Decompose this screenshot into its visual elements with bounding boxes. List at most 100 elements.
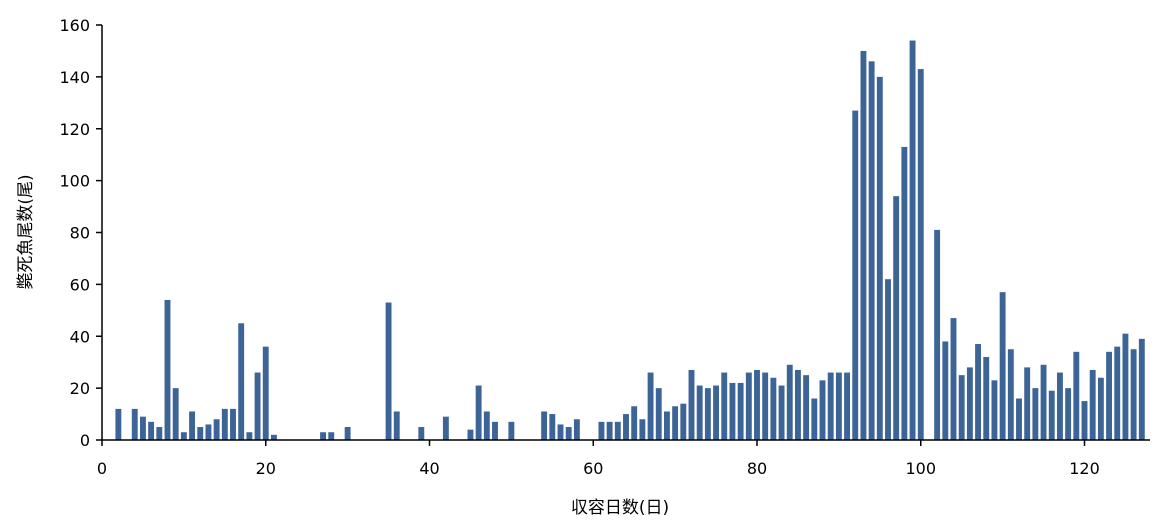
y-tick-label: 80 — [70, 224, 90, 243]
bar — [1040, 364, 1047, 440]
y-axis-title: 斃死魚尾数(尾) — [16, 174, 36, 289]
x-tick-label: 40 — [419, 459, 439, 478]
bar — [197, 427, 204, 440]
bar — [778, 385, 785, 440]
bar — [238, 323, 245, 440]
bar — [442, 416, 449, 440]
bar — [385, 302, 392, 440]
bar — [885, 279, 891, 440]
axes-group: 0 20 40 60 80 100 120 140 160 0 20 40 60 80 100 120 — [59, 16, 1150, 478]
bar — [950, 318, 957, 440]
bar — [1016, 398, 1022, 440]
bar — [811, 398, 818, 440]
x-tick-label: 20 — [256, 459, 276, 478]
bar — [975, 344, 982, 440]
bar — [230, 408, 236, 441]
bar — [1073, 351, 1080, 440]
bar — [737, 382, 744, 440]
x-tick-label: 60 — [583, 459, 603, 478]
y-tick-label: 140 — [59, 68, 90, 87]
bar — [794, 369, 801, 440]
bar — [1138, 338, 1145, 440]
bar — [1024, 367, 1031, 441]
bar — [557, 424, 564, 440]
bar — [966, 367, 973, 441]
bar — [999, 292, 1006, 440]
bar — [655, 388, 662, 441]
bar — [934, 229, 941, 440]
y-tick-label: 0 — [80, 431, 90, 450]
bar — [205, 424, 212, 440]
bar — [393, 411, 400, 440]
bar — [942, 341, 949, 440]
bar — [1130, 349, 1137, 440]
bar — [606, 421, 613, 440]
bar — [917, 69, 924, 440]
bar — [852, 110, 859, 440]
bar — [729, 382, 736, 440]
bar — [721, 372, 728, 440]
bar — [483, 411, 490, 440]
bar — [663, 411, 670, 440]
bar — [1089, 369, 1096, 440]
bar — [762, 372, 769, 440]
bar — [614, 421, 621, 440]
bar — [549, 414, 556, 440]
bar — [991, 380, 998, 440]
bar — [598, 421, 605, 440]
bar — [844, 372, 851, 440]
bar — [246, 432, 253, 440]
bar — [573, 419, 580, 440]
y-tick-label: 100 — [59, 172, 90, 191]
y-tick-label: 40 — [70, 327, 90, 346]
bar — [672, 406, 679, 440]
bar — [492, 421, 498, 440]
bar — [254, 372, 261, 440]
bar — [139, 416, 146, 440]
bars-group — [115, 40, 1145, 441]
bar — [1048, 390, 1055, 440]
bar — [745, 372, 752, 440]
y-tick-label: 60 — [70, 275, 90, 294]
y-tick-label: 160 — [59, 16, 90, 35]
bar — [901, 146, 908, 440]
bar — [647, 372, 654, 440]
bar — [623, 414, 629, 440]
bar — [958, 375, 965, 440]
bar — [639, 419, 646, 440]
bar — [680, 403, 687, 440]
bar — [475, 385, 482, 440]
x-tick-label: 120 — [1069, 459, 1100, 478]
bar — [508, 421, 515, 440]
x-tick-label: 80 — [747, 459, 767, 478]
bar — [688, 369, 695, 440]
bar — [876, 76, 883, 441]
bar — [328, 432, 335, 440]
bar — [565, 427, 572, 440]
y-tick-label: 20 — [70, 379, 90, 398]
bar — [1122, 333, 1129, 440]
bar — [172, 388, 179, 441]
bar — [1056, 372, 1063, 440]
x-tick-label: 0 — [97, 459, 107, 478]
bar — [131, 408, 138, 441]
bar — [786, 364, 793, 440]
bar — [754, 369, 760, 440]
bar — [221, 408, 228, 441]
bar — [909, 40, 916, 441]
bar — [1065, 388, 1072, 441]
bar — [189, 411, 196, 440]
bar — [827, 372, 834, 440]
bar — [835, 372, 842, 440]
bar — [418, 427, 425, 440]
bar — [164, 299, 171, 440]
bar — [148, 421, 155, 440]
bar — [631, 406, 638, 440]
bar — [713, 385, 720, 440]
bar — [819, 380, 826, 440]
bar — [770, 377, 777, 440]
bar — [320, 432, 327, 440]
bar — [1097, 377, 1104, 440]
bar — [213, 419, 220, 440]
